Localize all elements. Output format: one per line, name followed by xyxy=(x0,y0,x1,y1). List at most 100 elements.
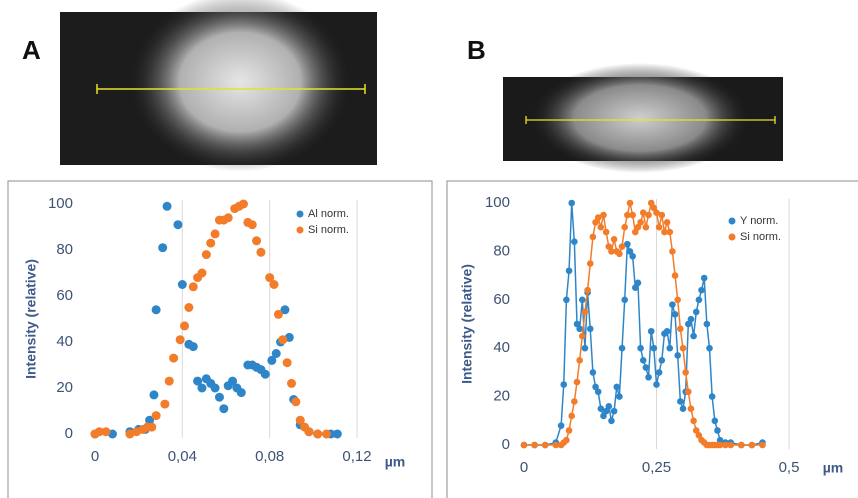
legend-label: Al norm. xyxy=(308,208,349,220)
series-line xyxy=(524,202,763,446)
data-point xyxy=(695,432,703,439)
y-tick-label: 20 xyxy=(56,379,73,396)
x-tick-label: 0,04 xyxy=(168,448,197,465)
data-point xyxy=(608,248,615,255)
data-point xyxy=(624,211,631,219)
data-point xyxy=(645,211,652,219)
x-tick-label: 0 xyxy=(91,448,99,465)
data-point xyxy=(674,352,681,359)
data-point xyxy=(197,268,207,278)
data-point xyxy=(149,390,159,400)
data-point xyxy=(151,305,161,315)
data-point xyxy=(291,397,301,407)
y-tick-label: 80 xyxy=(493,242,510,259)
data-point xyxy=(278,335,288,345)
legend-marker xyxy=(728,233,736,241)
data-point xyxy=(576,325,583,333)
data-point xyxy=(658,211,666,219)
data-point xyxy=(629,252,636,260)
data-point xyxy=(698,286,705,294)
data-point xyxy=(160,399,170,409)
data-point xyxy=(571,398,578,405)
data-point xyxy=(552,441,560,449)
data-point xyxy=(252,236,262,246)
data-point xyxy=(579,332,586,340)
data-point xyxy=(629,211,636,219)
data-point xyxy=(653,381,660,388)
x-tick-label: 0,5 xyxy=(779,459,800,476)
chart-frame xyxy=(7,180,433,498)
data-point xyxy=(708,393,716,400)
data-point xyxy=(267,355,277,365)
data-point xyxy=(158,243,168,253)
data-point xyxy=(563,296,570,304)
data-point xyxy=(671,272,679,279)
data-point xyxy=(197,383,207,393)
data-point xyxy=(295,415,305,425)
data-point xyxy=(576,357,583,364)
data-point xyxy=(687,405,695,413)
data-point xyxy=(639,357,647,364)
data-point xyxy=(682,369,689,376)
data-point xyxy=(210,383,220,393)
data-point xyxy=(703,320,711,328)
data-point xyxy=(557,422,565,429)
panel-label: A xyxy=(22,35,41,65)
data-point xyxy=(613,383,621,391)
x-tick-label: 0,08 xyxy=(255,448,284,465)
data-point xyxy=(238,199,248,209)
x-tick-label: 0,12 xyxy=(342,448,371,465)
data-point xyxy=(616,393,623,400)
data-point xyxy=(610,236,618,243)
data-point xyxy=(210,229,220,239)
data-point xyxy=(663,327,671,335)
data-point xyxy=(201,250,211,260)
x-unit: µm xyxy=(385,454,406,470)
data-point xyxy=(621,296,628,304)
data-point xyxy=(692,308,700,316)
data-point xyxy=(571,238,578,246)
data-point xyxy=(685,320,692,328)
y-tick-label: 100 xyxy=(485,194,510,211)
data-point xyxy=(147,422,157,432)
data-point xyxy=(594,388,602,396)
y-tick-label: 0 xyxy=(65,425,73,442)
data-point xyxy=(573,320,581,328)
data-point xyxy=(592,219,599,226)
data-point xyxy=(563,436,570,444)
y-axis-title: Intensity (relative) xyxy=(23,259,39,379)
image-b xyxy=(503,63,783,173)
data-point xyxy=(568,199,575,207)
data-point xyxy=(716,436,724,444)
data-point xyxy=(162,201,172,211)
data-point xyxy=(653,209,660,216)
data-point xyxy=(610,407,618,415)
data-point xyxy=(679,405,687,413)
data-point xyxy=(271,349,281,358)
data-point xyxy=(687,315,695,323)
data-point xyxy=(669,248,676,255)
data-point xyxy=(586,325,594,333)
data-point xyxy=(565,427,573,434)
data-point xyxy=(637,344,644,352)
data-point xyxy=(616,250,623,258)
data-point xyxy=(666,344,674,352)
data-point xyxy=(674,296,681,304)
data-point xyxy=(679,344,687,352)
data-point xyxy=(634,223,642,231)
data-point xyxy=(94,427,104,437)
data-point xyxy=(666,228,674,236)
y-tick-label: 40 xyxy=(493,339,510,356)
data-point xyxy=(634,279,642,287)
data-point xyxy=(273,309,283,319)
data-point xyxy=(180,321,190,331)
data-point xyxy=(600,211,607,219)
data-point xyxy=(600,412,607,420)
data-point xyxy=(581,344,589,352)
data-point xyxy=(626,199,634,207)
legend-label: Si norm. xyxy=(308,224,349,236)
data-point xyxy=(618,344,626,352)
data-point xyxy=(677,398,684,405)
data-point xyxy=(711,417,719,425)
